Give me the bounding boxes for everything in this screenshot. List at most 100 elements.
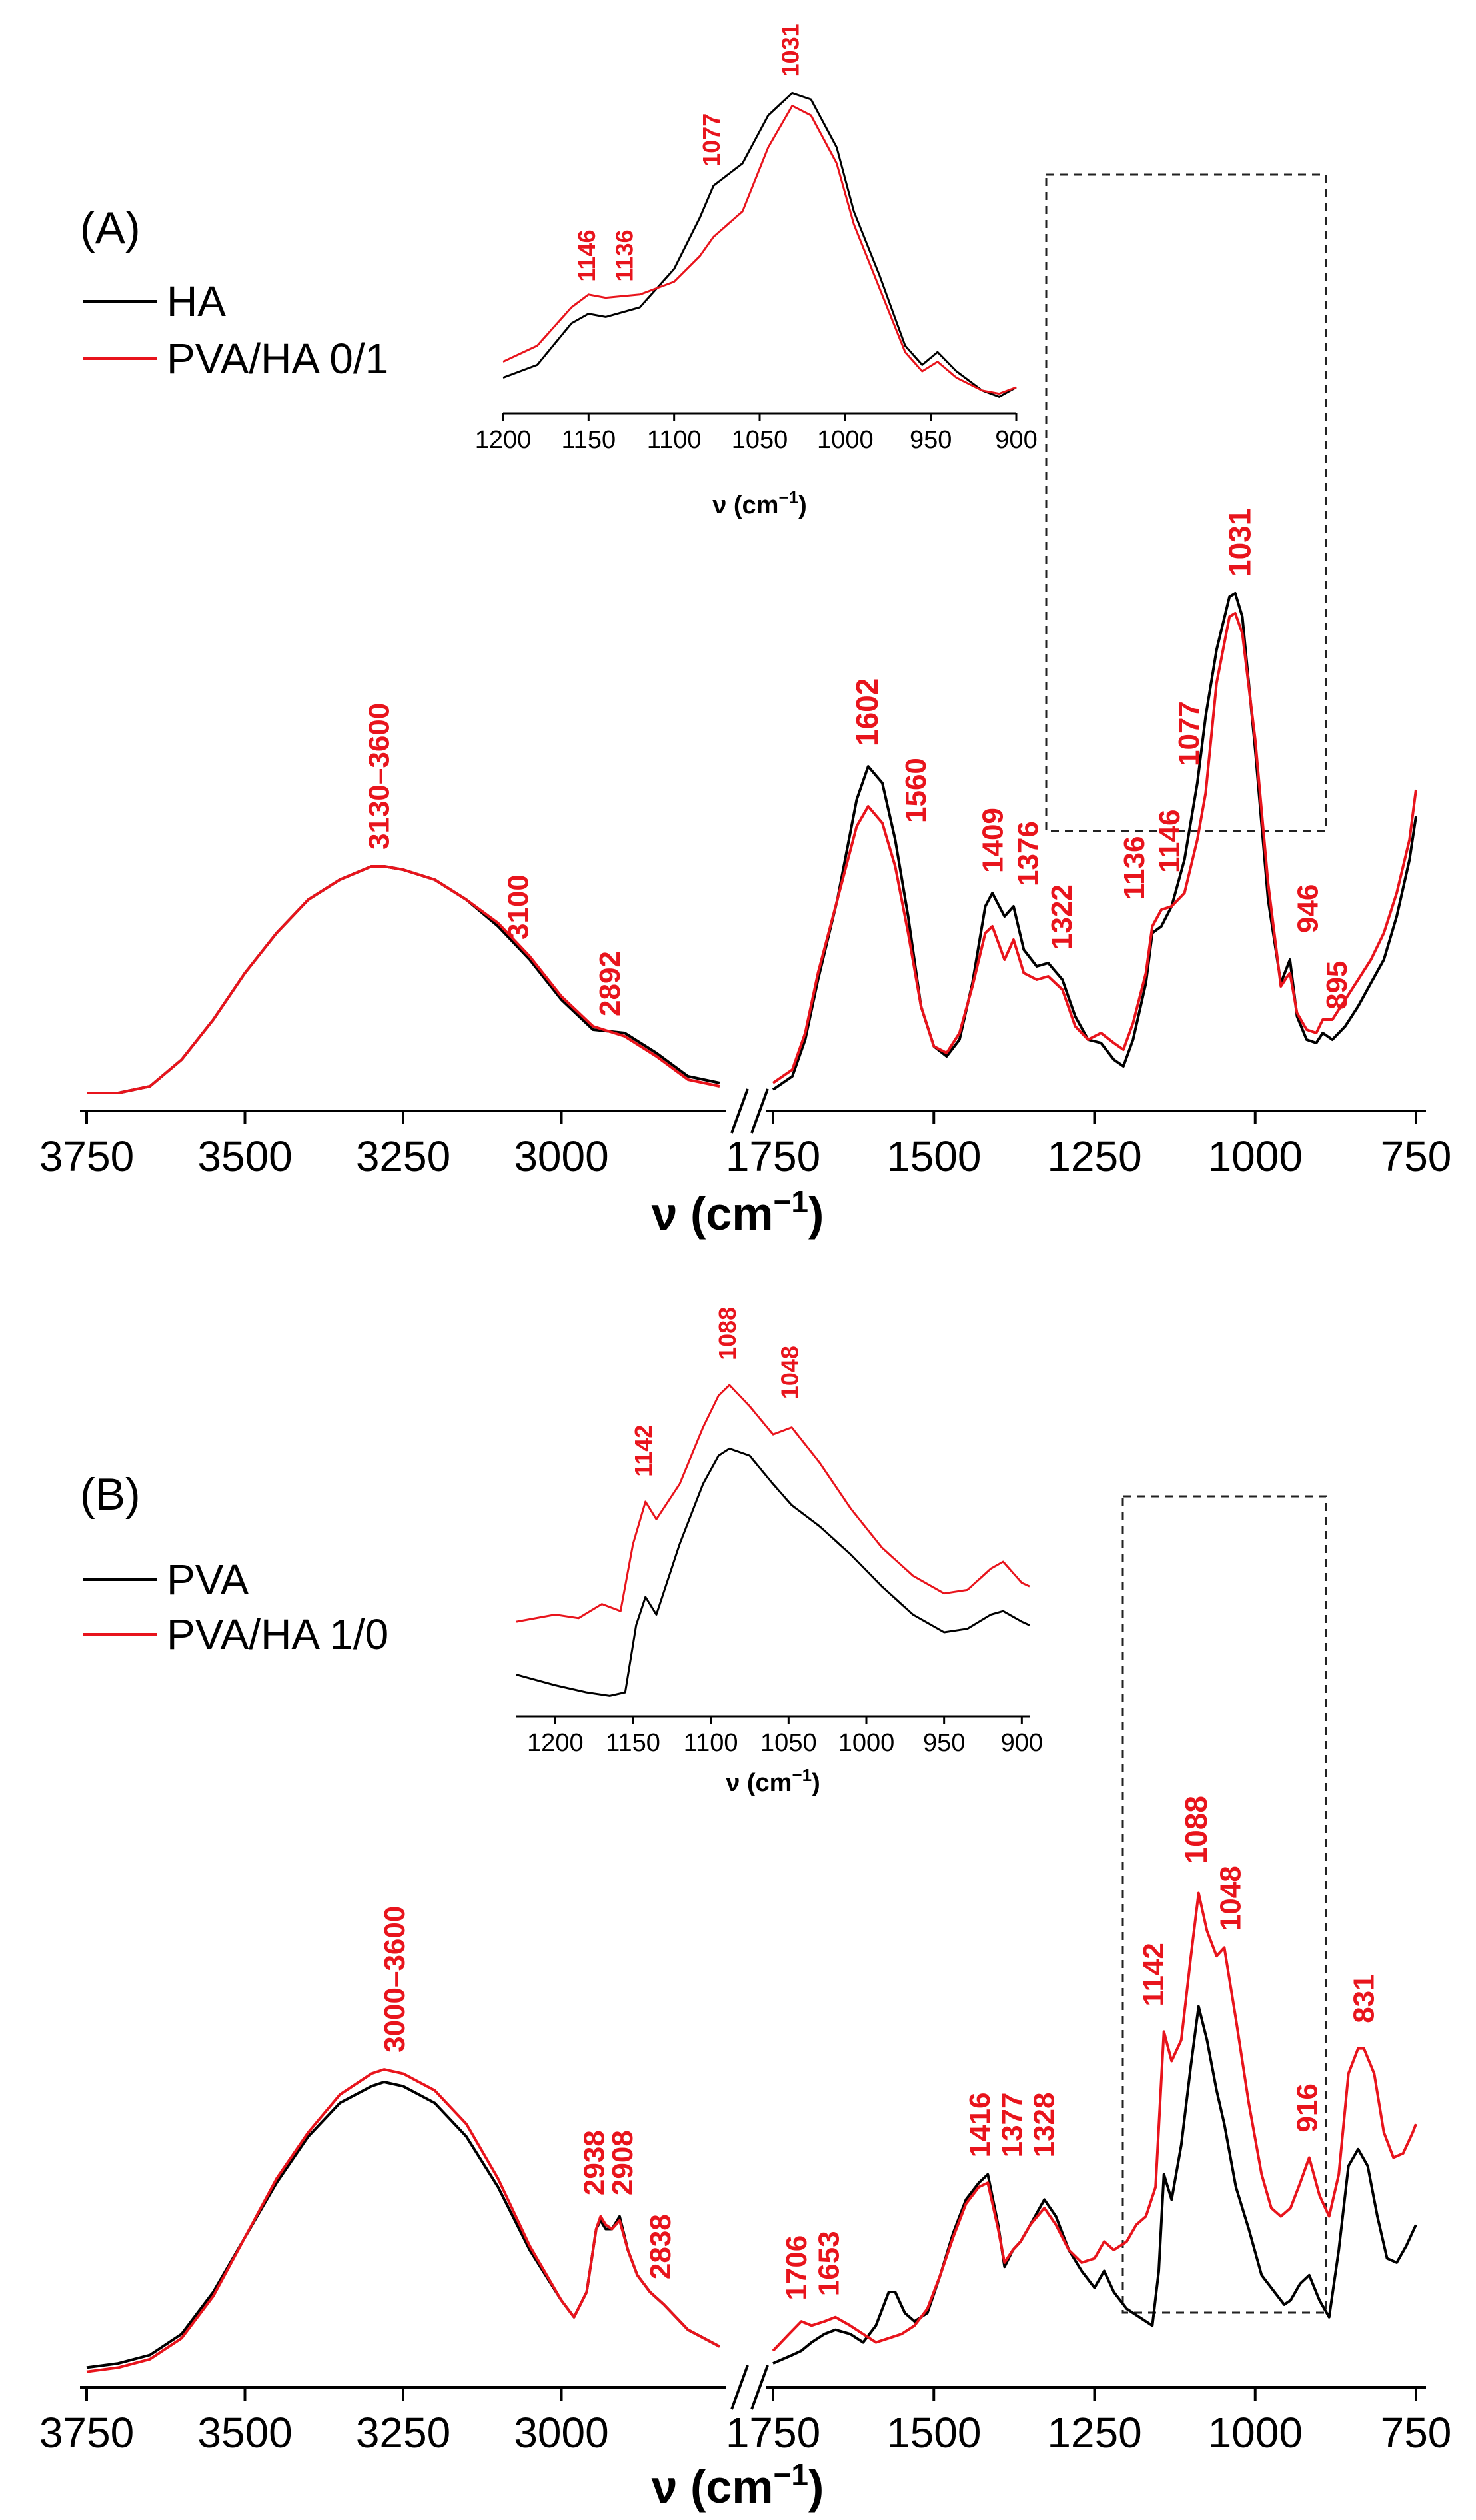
x-tick-label: 3500	[197, 1132, 292, 1180]
panel-b-axis-break	[730, 2365, 769, 2410]
legend-label-pva-ha-0-1: PVA/HA 0/1	[167, 335, 388, 383]
x-tick-label: 1000	[1208, 1132, 1303, 1180]
inset-x-tick-label: 900	[1001, 1729, 1043, 1757]
peak-label: 1377	[996, 2093, 1029, 2158]
peak-label: 1146	[1153, 810, 1186, 873]
inset-peak-label: 1146	[573, 229, 600, 281]
inset-x-tick-label: 1100	[684, 1729, 738, 1757]
x-tick-label: 3250	[356, 2409, 450, 2457]
x-tick-label: 1250	[1047, 1132, 1141, 1180]
panel-b-inset-plot: 1142 1088 1048	[516, 1307, 1030, 1697]
peak-label: 1142	[1137, 1943, 1170, 2006]
inset-peak-label: 1136	[610, 229, 638, 281]
inset-peak-label: 1077	[698, 113, 725, 167]
panel-a-inset-x-axis-title: ν (cm−1)	[712, 487, 807, 519]
inset-peak-label: 1048	[776, 1346, 804, 1399]
inset-peak-label: 1142	[630, 1425, 657, 1477]
inset-x-tick-label: 1050	[760, 1729, 817, 1757]
peak-label: 2838	[644, 2214, 677, 2279]
inset-peak-label: 1088	[714, 1307, 741, 1360]
inset-x-tick-label: 1050	[732, 426, 788, 454]
peak-label: 1322	[1046, 884, 1078, 950]
peak-label: 1376	[1012, 821, 1045, 886]
peak-label: 831	[1347, 1974, 1380, 2023]
x-tick-label: 1000	[1208, 2409, 1303, 2457]
peak-label: 916	[1291, 2083, 1323, 2132]
panel-a-x-axis-title: ν (cm−1)	[652, 1184, 824, 1240]
peak-label: 1031	[1223, 509, 1257, 577]
inset-x-tick-label: 1000	[838, 1729, 895, 1757]
inset-series-line-ha	[502, 91, 1017, 398]
peak-label: 1328	[1028, 2093, 1061, 2158]
peak-label: 1088	[1179, 1796, 1213, 1864]
x-tick-label: 1750	[726, 2409, 820, 2457]
peak-label: 946	[1291, 884, 1324, 933]
panel-a-x-ticks: 3750 3500 3250 3000 1750 1500 1250 1000 750	[39, 1111, 1452, 1180]
peak-label: 1416	[964, 2093, 996, 2158]
panel-b-legend: PVA PVA/HA 1/0	[83, 1556, 388, 1658]
inset-x-tick-label: 950	[910, 426, 952, 454]
peak-label: 1077	[1173, 701, 1205, 766]
panel-a-plot	[87, 592, 1417, 1094]
x-tick-label: 3000	[514, 1132, 608, 1180]
panel-a-legend: HA PVA/HA 0/1	[83, 277, 388, 383]
inset-x-tick-label: 1200	[527, 1729, 584, 1757]
series-line-pva-ha-1-0-seg2	[772, 1891, 1417, 2352]
panel-b-plot	[86, 1891, 1417, 2373]
inset-x-tick-label: 950	[923, 1729, 965, 1757]
inset-x-tick-label: 900	[995, 426, 1037, 454]
peak-label: 1706	[780, 2235, 813, 2301]
x-tick-label: 3500	[197, 2409, 292, 2457]
peak-label: 1560	[900, 758, 932, 823]
peak-label: 3130–3600	[363, 703, 395, 850]
inset-series-line-pva-ha-0-1	[502, 105, 1017, 395]
series-line-pva-seg2	[772, 2005, 1417, 2365]
x-tick-label: 750	[1381, 2409, 1452, 2457]
panel-a-inset-plot: 1146 1136 1077 1031	[502, 23, 1017, 398]
panel-a-label: (A)	[80, 203, 141, 253]
panel-b-zoom-region-box	[1121, 1495, 1327, 2314]
inset-series-line-pva	[516, 1447, 1030, 1697]
x-tick-label: 3750	[39, 2409, 134, 2457]
peak-label: 895	[1321, 961, 1353, 1010]
x-tick-label: 1250	[1047, 2409, 1141, 2457]
x-tick-label: 3750	[39, 1132, 134, 1180]
legend-label-ha: HA	[167, 277, 226, 325]
panel-a-axis-break	[730, 1088, 769, 1134]
peak-label: 2938	[578, 2130, 610, 2195]
panel-b-inset-x-axis-title: ν (cm−1)	[726, 1765, 820, 1797]
peak-label: 2892	[594, 951, 626, 1016]
inset-x-tick-label: 1150	[561, 426, 616, 454]
series-line-pva-ha-1-0-seg1	[86, 2068, 720, 2373]
legend-label-pva-ha-1-0: PVA/HA 1/0	[167, 1610, 388, 1658]
series-line-pva-ha-0-1-seg1	[87, 865, 720, 1094]
inset-series-line-pva-ha-1-0	[516, 1384, 1030, 1623]
series-line-ha-seg2	[772, 592, 1417, 1091]
inset-x-tick-label: 1100	[647, 426, 702, 454]
series-line-pva-ha-0-1-seg2	[772, 612, 1417, 1084]
peak-label: 1409	[977, 808, 1010, 873]
peak-label: 1602	[850, 678, 884, 746]
peak-label: 3000–3600	[378, 1906, 411, 2053]
inset-x-tick-label: 1150	[606, 1729, 660, 1757]
panel-b-label: (B)	[80, 1469, 141, 1520]
x-tick-label: 3000	[514, 2409, 608, 2457]
inset-x-tick-label: 1000	[817, 426, 874, 454]
peak-label: 1048	[1215, 1866, 1247, 1931]
peak-label: 2908	[606, 2130, 639, 2195]
x-tick-label: 750	[1381, 1132, 1452, 1180]
inset-peak-label: 1031	[776, 23, 804, 77]
peak-label: 1136	[1118, 836, 1151, 900]
panel-a-inset: 1146 1136 1077 1031 1200 1150 1100 1050 1000 950…	[475, 23, 1038, 519]
panel-b-x-ticks: 3750 3500 3250 3000 1750 1500 1250 1000 750	[39, 2387, 1452, 2457]
legend-label-pva: PVA	[167, 1556, 249, 1604]
x-tick-label: 3250	[356, 1132, 450, 1180]
peak-label: 3100	[502, 874, 534, 940]
panel-b-x-axis-title: ν (cm−1)	[652, 2457, 824, 2513]
peak-label: 1653	[812, 2231, 845, 2296]
